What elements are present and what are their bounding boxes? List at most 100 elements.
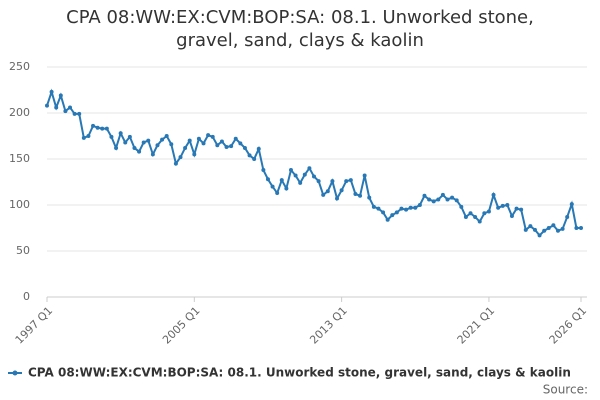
point [353,191,358,196]
point [288,168,293,173]
point [307,166,312,171]
point [560,226,565,231]
point [514,206,519,211]
legend-label: CPA 08:WW:EX:CVM:BOP:SA: 08.1. Unworked … [28,366,571,380]
point [390,213,395,218]
point [454,198,459,203]
x-tick-label: 1997 Q1 [13,304,56,347]
point [63,109,68,114]
chart-title: CPA 08:WW:EX:CVM:BOP:SA: 08.1. Unworked … [66,7,534,51]
point [187,138,192,143]
point [77,111,82,116]
point [275,191,280,196]
point [339,188,344,193]
point [482,211,487,216]
point [86,134,91,138]
point [100,126,105,131]
point [127,134,132,139]
point [505,203,510,207]
point [344,179,349,184]
point [141,140,146,145]
point [555,228,560,233]
point [109,134,114,139]
point [546,226,551,230]
point [381,210,386,215]
point [137,149,142,154]
point [49,89,54,94]
point [422,193,427,198]
point [459,204,464,209]
point [72,111,77,116]
point [413,205,418,210]
point [569,202,574,207]
point [385,217,390,222]
point [417,203,422,207]
point [302,172,307,177]
point [358,193,363,198]
point [265,177,270,182]
point [233,136,238,141]
point [450,195,455,200]
point [335,196,340,201]
point [238,141,243,146]
point [463,214,468,219]
point [118,131,123,136]
point [404,207,409,212]
point [229,144,234,149]
x-tick-label: 2026 Q1 [547,304,590,347]
point [376,206,381,211]
point [468,211,473,216]
point [155,143,160,148]
point [104,126,109,131]
point [440,192,445,197]
point [574,226,579,230]
point [477,219,482,224]
point [330,179,335,184]
legend-marker [12,370,18,376]
point [252,157,257,161]
source: Source: [543,383,588,397]
point [68,105,73,110]
point [192,152,197,157]
point [532,227,537,232]
point [201,141,206,146]
y-tick-label: 100 [9,198,30,211]
point [445,197,450,202]
point [362,173,367,178]
point [279,178,284,183]
point [537,233,542,238]
point [500,203,505,208]
point [150,152,155,157]
point [91,123,96,128]
point [316,179,321,184]
point [173,161,178,166]
point [394,210,399,215]
point [54,105,59,110]
point [298,180,303,185]
y-tick-label: 150 [9,152,30,165]
point [219,139,224,144]
y-tick-label: 0 [23,290,30,303]
point [284,186,289,191]
y-tick-label: 50 [16,244,30,257]
point [312,174,316,179]
y-tick-label: 250 [9,60,30,73]
point [523,227,528,232]
point [215,143,220,148]
point [169,142,174,147]
point [224,145,229,150]
point [528,224,533,229]
point [491,192,496,197]
point [431,199,436,204]
point [551,223,556,228]
point [247,153,252,158]
point [542,228,547,233]
x-tick-label: 2021 Q1 [455,304,498,347]
point [427,197,432,202]
point [242,145,247,150]
point [325,189,330,194]
point [408,205,413,210]
point [95,125,100,130]
point [565,214,570,219]
